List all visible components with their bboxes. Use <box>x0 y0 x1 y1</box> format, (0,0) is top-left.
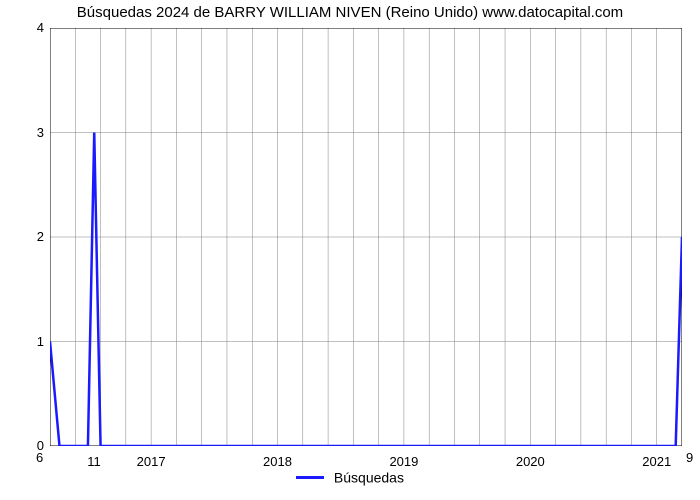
x-tick-label: 2018 <box>263 454 292 469</box>
y-tick-label: 2 <box>14 229 44 244</box>
y-tick-label: 1 <box>14 334 44 349</box>
plot-svg <box>50 28 682 446</box>
x-tick-label: 2020 <box>516 454 545 469</box>
x-tick-label: 2019 <box>389 454 418 469</box>
legend-swatch <box>296 476 324 479</box>
y-tick-label: 4 <box>14 20 44 35</box>
legend-label: Búsquedas <box>334 469 404 485</box>
chart-container: Búsquedas 2024 de BARRY WILLIAM NIVEN (R… <box>0 0 700 500</box>
legend: Búsquedas <box>0 468 700 485</box>
y-tick-label: 3 <box>14 125 44 140</box>
chart-title: Búsquedas 2024 de BARRY WILLIAM NIVEN (R… <box>0 4 700 21</box>
corner-label-below-left: 11 <box>87 454 101 469</box>
x-tick-label: 2017 <box>137 454 166 469</box>
x-tick-label: 2021 <box>642 454 671 469</box>
corner-label-bottom-right: 9 <box>686 450 693 465</box>
plot-area <box>50 28 682 446</box>
corner-label-bottom-left: 6 <box>36 450 43 465</box>
